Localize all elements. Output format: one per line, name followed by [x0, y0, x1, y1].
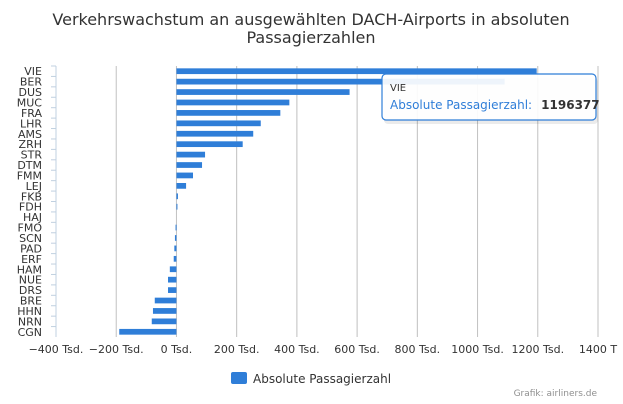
legend-label: Absolute Passagierzahl — [253, 372, 391, 386]
legend-symbol — [231, 372, 247, 384]
bar-fmo[interactable] — [175, 224, 177, 231]
bar-pad[interactable] — [174, 245, 177, 252]
category-label-lej: LEJ — [26, 180, 42, 193]
bar-lej[interactable] — [176, 182, 187, 189]
bar-ams[interactable] — [176, 130, 254, 137]
category-label-zrh: ZRH — [19, 138, 42, 151]
category-label-fdh: FDH — [19, 201, 42, 214]
bar-vie[interactable] — [176, 68, 537, 75]
category-label-scn: SCN — [19, 232, 42, 245]
legend[interactable]: Absolute Passagierzahl — [231, 372, 391, 386]
bar-fkb[interactable] — [176, 193, 178, 200]
bar-lhr[interactable] — [176, 120, 261, 127]
category-label-str: STR — [21, 149, 43, 162]
x-tick-label: 400 Tsd. — [274, 343, 320, 356]
x-tick-label: 600 Tsd. — [334, 343, 380, 356]
tooltip-line: Absolute Passagierzahl: 1196377 — [390, 94, 600, 113]
bar-dtm[interactable] — [176, 162, 203, 168]
category-label-fra: FRA — [21, 107, 43, 120]
bar-ham[interactable] — [169, 266, 177, 273]
category-label-vie: VIE — [24, 65, 42, 78]
category-label-fkb: FKB — [21, 190, 42, 203]
bar-ber[interactable] — [176, 78, 505, 85]
tooltip-value: 1196377 — [541, 98, 599, 112]
x-tick-label: 1200 Tsd. — [511, 343, 564, 356]
bar-zrh[interactable] — [176, 141, 243, 148]
category-label-erf: ERF — [21, 253, 42, 266]
category-label-ber: BER — [20, 76, 42, 89]
bar-muc[interactable] — [176, 99, 290, 106]
x-tick-label: −200 Tsd. — [89, 343, 144, 356]
category-label-ams: AMS — [18, 128, 42, 141]
x-tick-label: −400 Tsd. — [29, 343, 84, 356]
x-tick-label: 1000 Tsd. — [451, 343, 504, 356]
category-label-dus: DUS — [18, 86, 42, 99]
tooltip-category: VIE — [390, 83, 406, 94]
bar-cgn[interactable] — [119, 328, 177, 335]
category-axis: VIEBERDUSMUCFRALHRAMSZRHSTRDTMFMMLEJFKBF… — [17, 65, 57, 339]
category-label-nrn: NRN — [18, 315, 42, 328]
bar-bre[interactable] — [154, 297, 177, 304]
bar-nrn[interactable] — [151, 318, 177, 325]
category-label-cgn: CGN — [18, 326, 42, 339]
credit-text[interactable]: Grafik: airliners.de — [514, 389, 598, 399]
category-label-dtm: DTM — [17, 159, 42, 172]
bar-fra[interactable] — [176, 110, 281, 116]
category-label-haj: HAJ — [23, 211, 42, 224]
category-label-muc: MUC — [17, 96, 43, 109]
x-tick-label: 800 Tsd. — [395, 343, 441, 356]
bar-erf[interactable] — [173, 255, 177, 262]
category-label-drs: DRS — [19, 284, 42, 297]
bar-scn[interactable] — [174, 235, 177, 241]
value-axis: −400 Tsd. −200 Tsd. 0 Tsd. 200 Tsd. 400 Tsd.… — [29, 343, 618, 356]
category-label-fmm: FMM — [17, 169, 42, 182]
category-label-pad: PAD — [20, 242, 42, 255]
category-label-lhr: LHR — [20, 117, 42, 130]
x-tick-label: 1400 T — [579, 343, 617, 356]
bar-fmm[interactable] — [176, 172, 194, 179]
bar-str[interactable] — [176, 151, 206, 158]
x-tick-label: 0 Tsd. — [161, 343, 193, 356]
x-tick-label: 200 Tsd. — [214, 343, 260, 356]
tooltip-label: Absolute Passagierzahl: — [390, 98, 532, 112]
bar-dus[interactable] — [176, 89, 350, 95]
chart-title-line2: Passagierzahlen — [246, 28, 375, 47]
chart-title-line1: Verkehrswachstum an ausgewählten DACH-Ai… — [52, 10, 569, 29]
bar-series[interactable] — [119, 68, 537, 335]
category-label-nue: NUE — [19, 274, 42, 287]
category-label-fmo: FMO — [18, 222, 43, 235]
tooltip-box — [381, 73, 597, 121]
bar-drs[interactable] — [168, 287, 177, 293]
tooltip: VIE Absolute Passagierzahl: 1196377 — [381, 73, 600, 124]
category-label-bre: BRE — [20, 295, 42, 308]
bar-fdh[interactable] — [176, 203, 178, 210]
category-label-ham: HAM — [17, 263, 42, 276]
bar-hhn[interactable] — [152, 308, 177, 314]
category-label-hhn: HHN — [17, 305, 42, 318]
bar-nue[interactable] — [168, 276, 177, 283]
